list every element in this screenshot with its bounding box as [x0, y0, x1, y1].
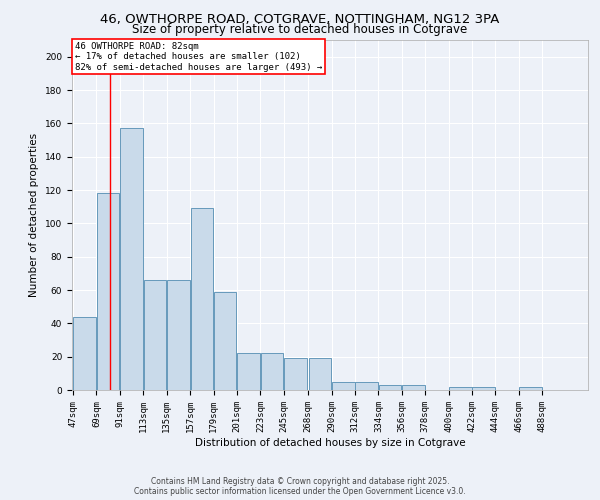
Bar — [121, 128, 143, 390]
Bar — [379, 385, 401, 390]
Text: 46, OWTHORPE ROAD, COTGRAVE, NOTTINGHAM, NG12 3PA: 46, OWTHORPE ROAD, COTGRAVE, NOTTINGHAM,… — [100, 12, 500, 26]
Bar — [214, 292, 236, 390]
Bar — [261, 354, 283, 390]
Bar — [332, 382, 355, 390]
Bar — [73, 316, 96, 390]
Bar — [472, 386, 495, 390]
Bar — [402, 385, 425, 390]
Bar — [167, 280, 190, 390]
Y-axis label: Number of detached properties: Number of detached properties — [29, 133, 40, 297]
Bar — [355, 382, 378, 390]
Bar — [308, 358, 331, 390]
Bar — [97, 194, 119, 390]
Text: Contains HM Land Registry data © Crown copyright and database right 2025.
Contai: Contains HM Land Registry data © Crown c… — [134, 476, 466, 496]
Bar — [519, 386, 542, 390]
Text: Size of property relative to detached houses in Cotgrave: Size of property relative to detached ho… — [133, 22, 467, 36]
Bar — [144, 280, 166, 390]
Bar — [191, 208, 213, 390]
Bar — [238, 354, 260, 390]
Text: 46 OWTHORPE ROAD: 82sqm
← 17% of detached houses are smaller (102)
82% of semi-d: 46 OWTHORPE ROAD: 82sqm ← 17% of detache… — [74, 42, 322, 72]
X-axis label: Distribution of detached houses by size in Cotgrave: Distribution of detached houses by size … — [194, 438, 466, 448]
Bar — [449, 386, 472, 390]
Bar — [284, 358, 307, 390]
